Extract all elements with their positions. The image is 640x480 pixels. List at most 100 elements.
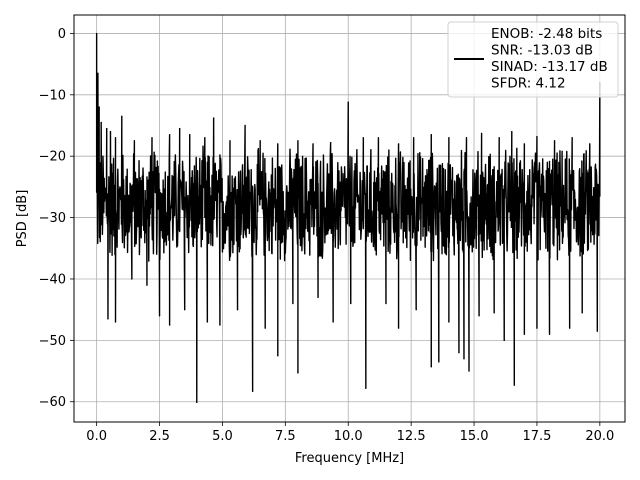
series-peak-point [114,137,117,139]
x-tick-label: 17.5 [522,429,551,444]
x-tick-label: 10.0 [334,429,363,444]
series-dip-point [493,312,495,314]
series-dip-point [513,384,515,386]
series-dip-point [468,370,470,372]
series-dip-point [169,324,171,326]
series-dip-point [581,312,583,314]
series-peak-point [511,131,513,133]
x-tick-label: 15.0 [460,429,489,444]
series-peak-point [498,137,500,139]
series-peak-point [151,137,153,139]
series-dip-point [332,321,334,323]
series-dip-point [430,366,432,368]
series-marks [96,32,601,403]
series-dip-point [463,358,465,360]
y-tick-label: −40 [39,272,66,287]
series-peak-point [589,143,591,145]
series-peak-point [277,143,279,145]
series-dip-point [206,321,208,323]
x-tick-label: 5.0 [212,429,233,444]
series-peak-point [244,124,246,127]
series-dip-point [317,296,319,298]
series-peak-point [102,155,104,157]
series-peak-point [179,127,181,130]
series-dip-point [385,302,387,305]
y-tick-label: −50 [39,334,66,349]
y-tick-label: −60 [39,395,66,410]
series-dip-point [478,315,480,317]
series-peak-point [229,140,231,142]
series-dip-point [264,327,266,329]
series-dip-point [219,324,221,326]
series-peak-point [204,137,206,139]
psd-series-line [95,33,601,404]
series-peak-point [523,143,525,145]
x-tick-label: 0.0 [86,429,107,444]
x-axis-ticks: 0.0 2.5 5.0 7.5 10.0 12.5 15.0 17.5 20.0 [86,422,614,444]
series-dip-point [158,315,161,317]
series-peak-point [430,134,432,136]
series-dip-point [146,284,148,286]
y-tick-label: −10 [39,88,66,103]
legend-box [447,21,619,98]
series-dip-point [596,330,598,332]
series-dip-point [277,355,279,357]
series-peak-point [448,137,450,139]
series-dip-point [415,309,417,311]
series-peak-point [100,121,102,124]
legend-snr: SNR: -13.03 dB [491,43,593,59]
series-dip-point [569,327,571,329]
series-dip-point [184,309,186,311]
series-peak-point [465,137,468,139]
series-peak-point [106,127,108,130]
series-peak-point [97,72,99,74]
series-peak-point [312,143,314,145]
series-peak-point [169,134,171,136]
series-peak-point [330,142,332,144]
series-dip-point [297,372,299,374]
series-dip-point [365,387,367,389]
series-dip-point [448,321,450,323]
y-tick-label: −30 [39,211,66,226]
series-dip-point [548,333,551,335]
plot-frame [73,14,626,423]
series-peak-point [96,32,98,35]
series-dip-point [292,302,294,305]
series-dip-point [397,327,400,329]
legend-sinad: SINAD: -13.17 dB [491,59,608,75]
series-peak-point [377,137,380,139]
series-peak-point [553,140,556,142]
series-dip-point [252,390,254,392]
series-peak-point [297,140,299,142]
series-dip-point [536,327,538,329]
series-peak-point [347,101,349,103]
series-dip-point [236,309,239,311]
y-tick-label: 0 [58,27,66,42]
y-tick-label: −20 [39,150,66,165]
series-peak-point [109,131,112,133]
series-dip-point [438,361,440,363]
series-peak-point [121,115,123,117]
legend-sfdr: SFDR: 4.12 [491,76,566,92]
series-dip-point [107,318,109,320]
series-dip-point [196,401,198,403]
series-peak-point [133,140,135,142]
series-peak-point [189,134,191,136]
series-dip-point [503,339,505,341]
legend-enob: ENOB: -2.48 bits [491,26,602,42]
x-tick-label: 7.5 [275,429,296,444]
series-peak-point [413,137,415,139]
series-dip-point [523,333,525,335]
series-peak-point [98,106,100,108]
series-peak-point [213,117,215,119]
series-peak-point [480,132,483,135]
x-tick-label: 20.0 [585,429,614,444]
series-dip-point [131,278,133,280]
x-tick-label: 12.5 [397,429,426,444]
series-peak-point [259,140,261,142]
series-peak-point [536,135,538,138]
y-axis-label: PSD [dB] [15,190,30,248]
series-dip-point [114,321,117,323]
y-axis-ticks: 0 −10 −20 −30 −40 −50 −60 [39,27,74,410]
